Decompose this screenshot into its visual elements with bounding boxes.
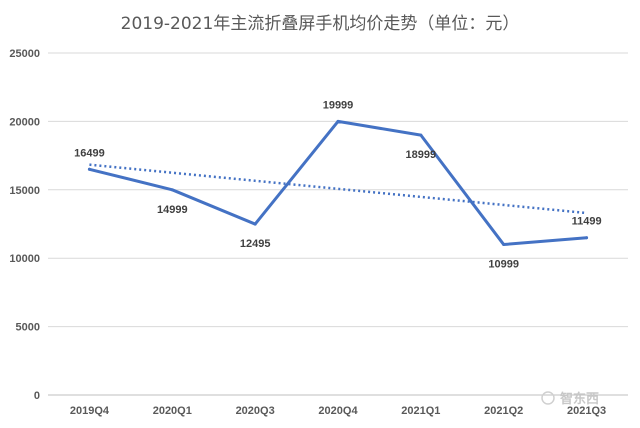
data-point bbox=[170, 188, 174, 192]
series-line bbox=[87, 119, 589, 247]
x-tick-label: 2021Q1 bbox=[401, 405, 440, 417]
y-tick-label: 20000 bbox=[9, 116, 40, 128]
trend-line bbox=[89, 163, 587, 215]
data-label: 16499 bbox=[74, 147, 105, 159]
chart-title: 2019-2021年主流折叠屏手机均价走势（单位：元） bbox=[121, 14, 520, 34]
data-point bbox=[253, 222, 257, 226]
y-tick-label: 5000 bbox=[16, 322, 40, 334]
y-tick-label: 25000 bbox=[9, 48, 40, 60]
x-tick-label: 2019Q4 bbox=[70, 405, 110, 417]
x-tick-label: 2021Q3 bbox=[567, 405, 606, 417]
data-point bbox=[87, 167, 91, 171]
x-tick-label: 2021Q2 bbox=[484, 405, 523, 417]
data-labels: 16499 14999 12495 19999 18999 10999 11499 bbox=[74, 99, 601, 270]
x-tick-label: 2020Q1 bbox=[153, 405, 192, 417]
watermark-logo: 智东西 bbox=[541, 391, 599, 407]
data-label: 18999 bbox=[406, 149, 437, 161]
y-tick-label: 15000 bbox=[9, 185, 40, 197]
data-point bbox=[502, 243, 506, 247]
trendline bbox=[89, 163, 587, 215]
gridlines bbox=[48, 52, 628, 328]
data-point bbox=[419, 133, 423, 137]
watermark-text: 智东西 bbox=[560, 391, 599, 407]
data-label: 19999 bbox=[323, 99, 354, 111]
data-label: 11499 bbox=[572, 216, 602, 228]
data-label: 12495 bbox=[240, 238, 271, 250]
x-tick-label: 2020Q4 bbox=[318, 405, 358, 417]
x-tick-label: 2020Q3 bbox=[236, 405, 275, 417]
y-tick-label: 10000 bbox=[9, 253, 40, 265]
data-label: 14999 bbox=[157, 204, 188, 216]
axes: 0 5000 10000 15000 20000 25000 2019Q4 2020Q1 202… bbox=[9, 48, 628, 417]
data-point bbox=[336, 119, 340, 123]
data-point bbox=[585, 236, 589, 240]
data-label: 10999 bbox=[488, 259, 519, 271]
y-tick-label: 0 bbox=[34, 390, 40, 402]
watermark-icon bbox=[541, 391, 555, 405]
series-layer bbox=[87, 119, 589, 247]
